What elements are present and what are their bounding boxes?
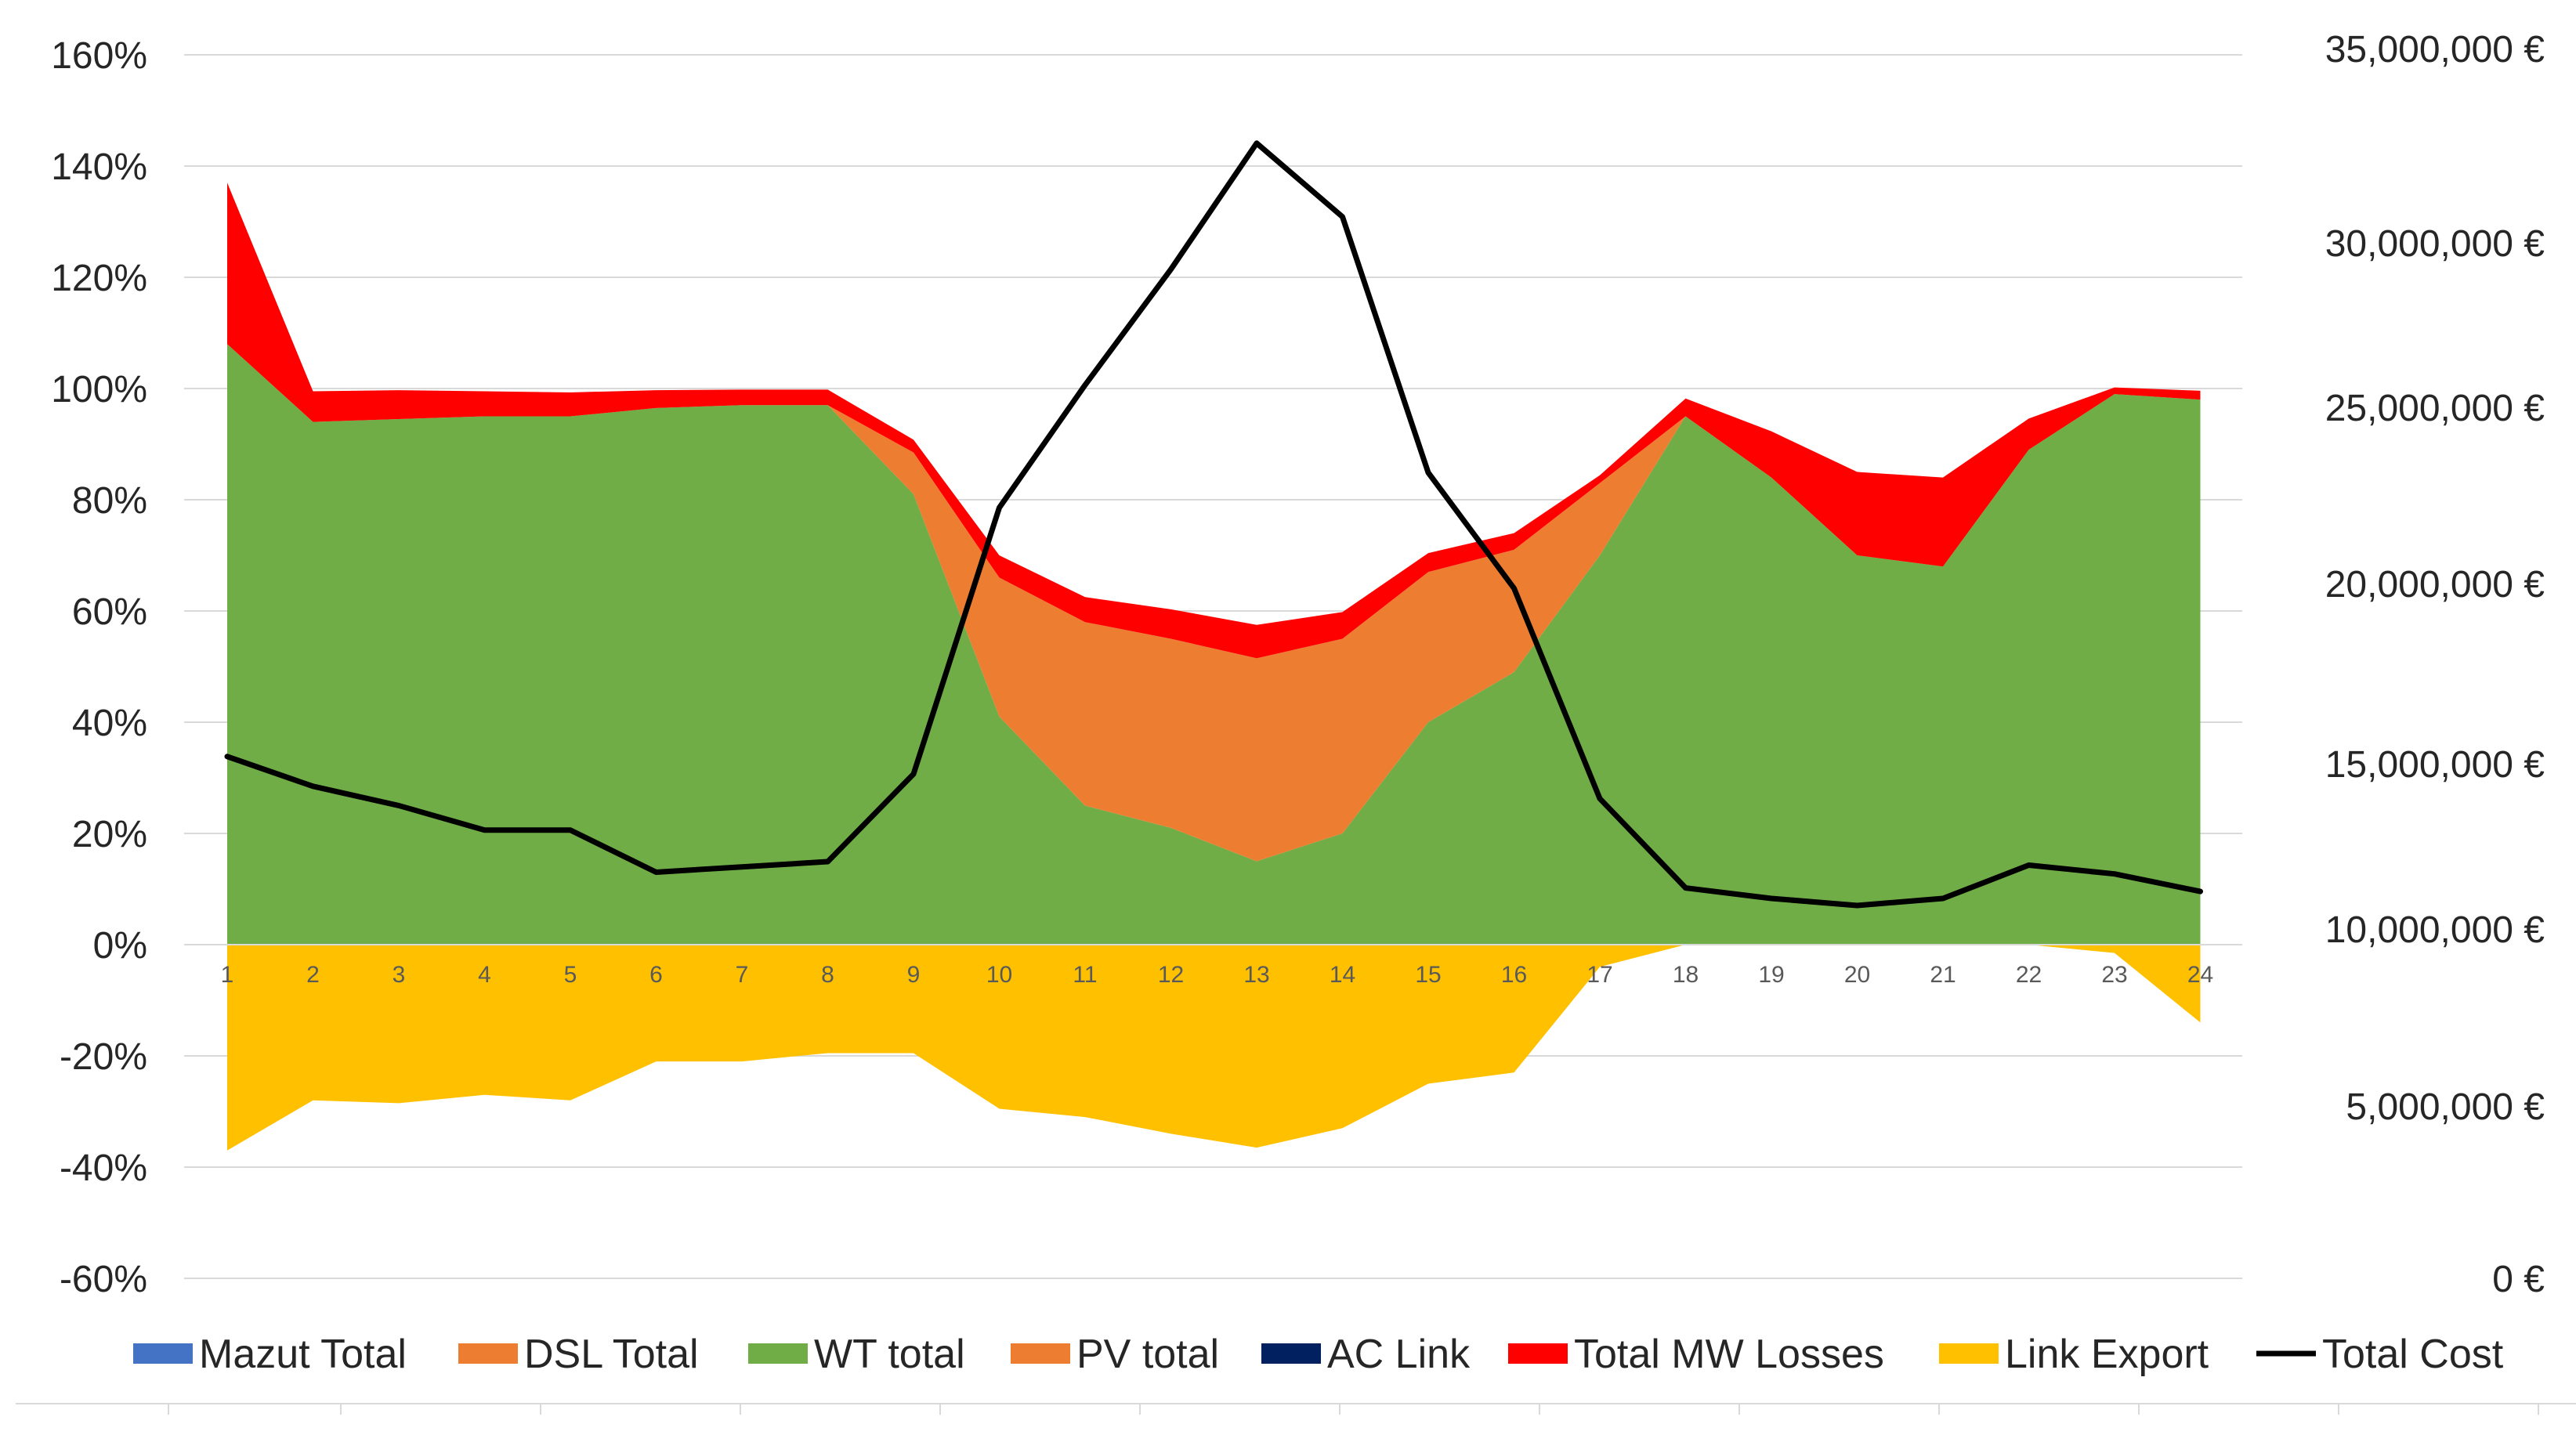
- legend-swatch-pv-total: [1011, 1343, 1070, 1364]
- x-tick-label: 10: [986, 962, 1012, 988]
- y-right-tick-label: 10,000,000 €: [2325, 909, 2545, 951]
- bottom-divider: [16, 1403, 2576, 1415]
- x-tick-label: 12: [1158, 962, 1184, 988]
- legend-label-link-export: Link Export: [2005, 1332, 2209, 1377]
- y-right-tick-label: 15,000,000 €: [2325, 744, 2545, 786]
- y-left-tick-label: 80%: [72, 480, 147, 522]
- x-tick-label: 17: [1586, 962, 1612, 988]
- legend-swatch-mazut-total: [133, 1343, 193, 1364]
- x-tick-label: 13: [1243, 962, 1269, 988]
- y-right-tick-label: 0 €: [2492, 1259, 2545, 1300]
- legend-swatch-ac-link: [1261, 1343, 1321, 1364]
- x-tick-label: 6: [649, 962, 663, 988]
- legend-label-mazut-total: Mazut Total: [199, 1332, 407, 1377]
- y-left-tick-label: 0%: [93, 925, 147, 967]
- y-right-tick-label: 35,000,000 €: [2325, 29, 2545, 70]
- y-left-tick-label: 100%: [51, 369, 147, 410]
- x-tick-label: 5: [564, 962, 577, 988]
- y-left-tick-label: 20%: [72, 814, 147, 855]
- y-left-tick-label: 120%: [51, 258, 147, 299]
- x-tick-label: 19: [1758, 962, 1784, 988]
- legend-label-total-mw-losses: Total MW Losses: [1574, 1332, 1884, 1377]
- legend-swatch-total-mw-losses: [1508, 1343, 1568, 1364]
- y-left-tick-label: 160%: [51, 35, 147, 77]
- legend-label-dsl-total: DSL Total: [524, 1332, 699, 1377]
- total-cost-line: [224, 140, 2203, 909]
- legend-label-pv-total: PV total: [1076, 1332, 1219, 1377]
- x-tick-label: 20: [1844, 962, 1870, 988]
- total-cost-line-group: [224, 140, 2203, 909]
- x-tick-label: 21: [1930, 962, 1956, 988]
- x-tick-label: 1: [221, 962, 234, 988]
- x-tick-label: 14: [1330, 962, 1355, 988]
- x-tick-label: 3: [393, 962, 406, 988]
- area-wt-total: [227, 344, 2201, 945]
- stacked-areas: [184, 183, 2242, 1151]
- x-tick-label: 18: [1673, 962, 1699, 988]
- y-right-tick-label: 30,000,000 €: [2325, 223, 2545, 265]
- y-left-tick-label: -20%: [60, 1036, 147, 1078]
- legend: Mazut Total DSL Total WT total PV total AC L…: [133, 1332, 2504, 1377]
- y-left-tick-label: -40%: [60, 1148, 147, 1189]
- x-tick-label: 22: [2016, 962, 2042, 988]
- y-right-tick-label: 20,000,000 €: [2325, 564, 2545, 605]
- area-pv-total: [227, 344, 2201, 862]
- legend-label-total-cost: Total Cost: [2322, 1332, 2504, 1377]
- legend-swatch-wt-total: [748, 1343, 808, 1364]
- x-tick-label: 4: [478, 962, 491, 988]
- x-tick-label: 15: [1415, 962, 1441, 988]
- legend-label-wt-total: WT total: [814, 1332, 965, 1377]
- legend-swatch-dsl-total: [458, 1343, 518, 1364]
- x-tick-label: 24: [2187, 962, 2213, 988]
- x-tick-label: 7: [736, 962, 749, 988]
- y-left-tick-label: 140%: [51, 146, 147, 188]
- x-tick-label: 9: [907, 962, 921, 988]
- x-tick-label: 16: [1501, 962, 1527, 988]
- area-link-export: [227, 945, 2201, 1151]
- x-tick-label: 2: [306, 962, 320, 988]
- y-right-tick-label: 5,000,000 €: [2346, 1086, 2545, 1128]
- legend-swatch-link-export: [1939, 1343, 1999, 1364]
- y-right-tick-label: 25,000,000 €: [2325, 388, 2545, 429]
- x-axis-tick-labels: 1 2 3 4 5 6 7 8 9 10 11 12 13 14 15 16 17 18 19 20 21 22 23 24: [221, 962, 2214, 988]
- x-tick-label: 8: [821, 962, 834, 988]
- x-tick-label: 11: [1073, 962, 1097, 988]
- y-left-tick-label: 40%: [72, 703, 147, 744]
- legend-label-ac-link: AC Link: [1327, 1332, 1471, 1377]
- x-tick-label: 23: [2101, 962, 2127, 988]
- y-left-tick-label: -60%: [60, 1259, 147, 1300]
- y-left-tick-label: 60%: [72, 591, 147, 633]
- left-axis-tick-labels: 160% 140% 120% 100% 80% 60% 40% 20% 0% -20% -40% -6…: [51, 35, 147, 1300]
- right-axis-tick-labels: 35,000,000 € 30,000,000 € 25,000,000 € 20,0…: [2325, 29, 2545, 1300]
